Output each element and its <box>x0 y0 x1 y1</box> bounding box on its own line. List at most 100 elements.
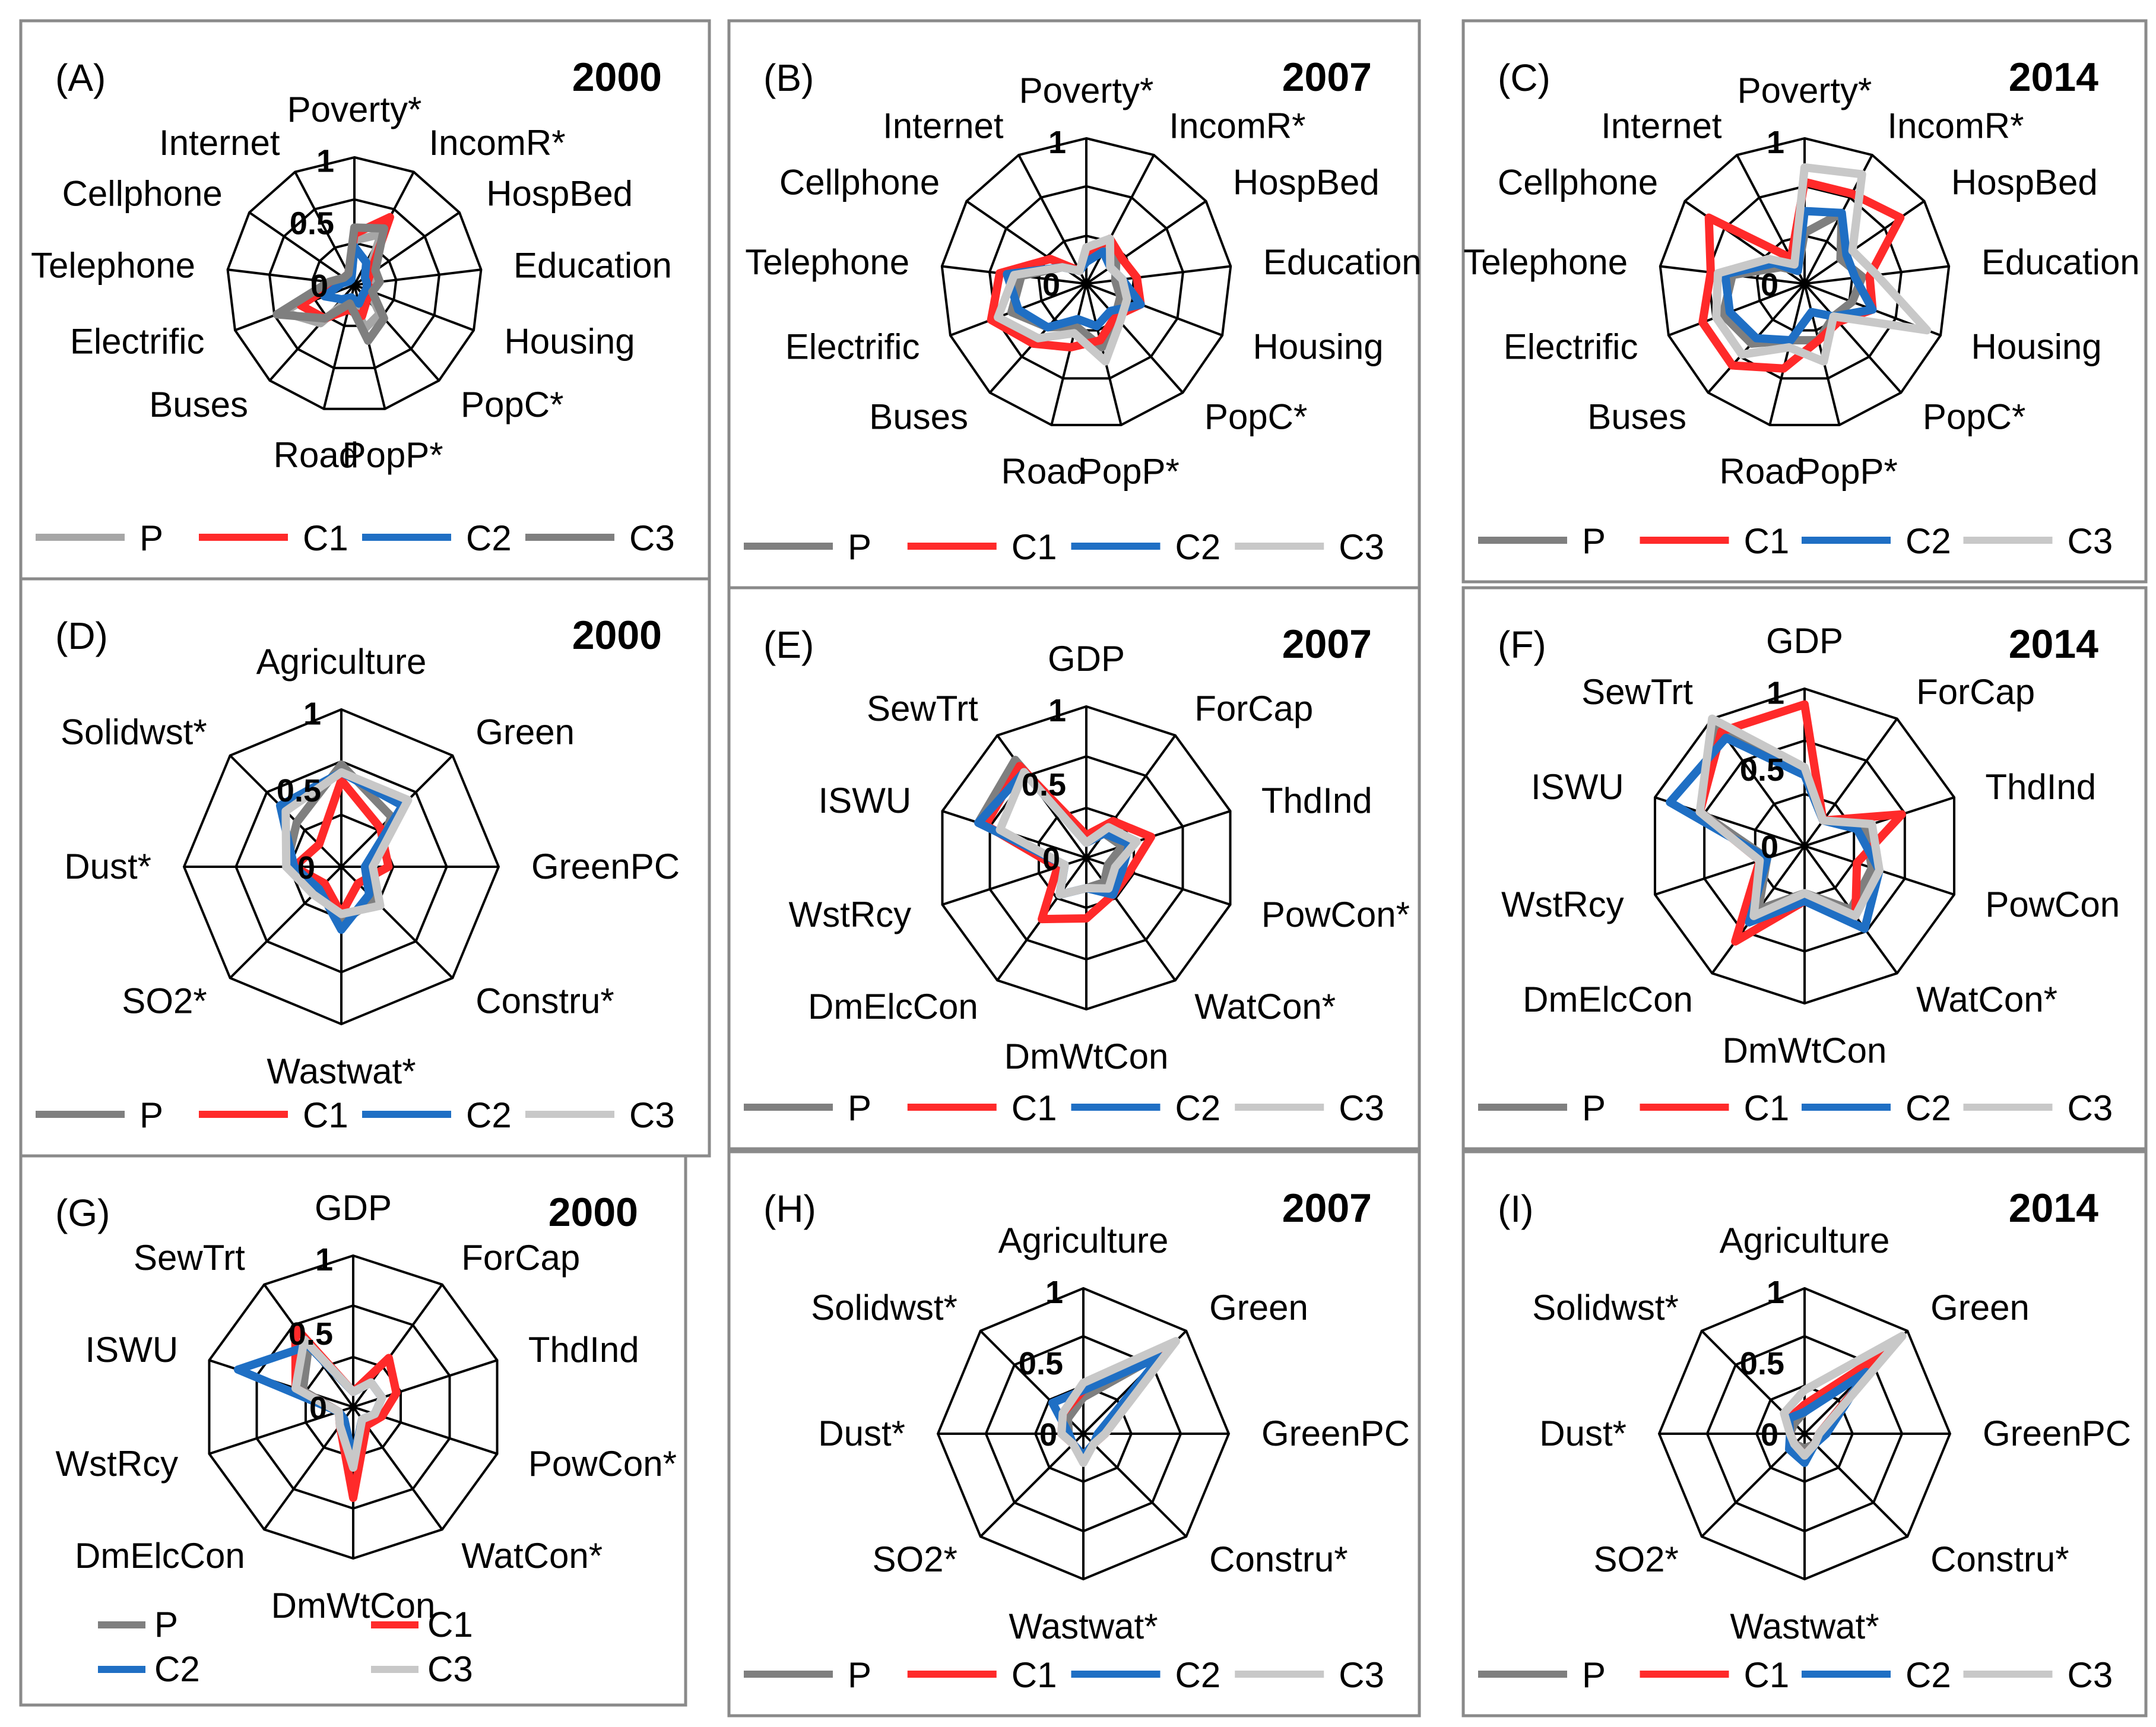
legend-label: C3 <box>2068 1655 2113 1695</box>
axis-label: Housing <box>504 322 635 362</box>
axis-spoke <box>1017 154 1087 284</box>
axis-label: Poverty* <box>1019 71 1154 110</box>
axis-label: DmElcCon <box>808 987 978 1026</box>
axis-label: Agriculture <box>998 1221 1169 1260</box>
series-c3-line <box>994 235 1131 366</box>
axis-label: Internet <box>1601 106 1722 145</box>
panel-year: 2000 <box>548 1190 638 1235</box>
axis-label: Electrific <box>1504 327 1638 366</box>
series-c3-line <box>1780 1332 1907 1460</box>
legend-label: C1 <box>1012 527 1057 567</box>
tick-label: 1 <box>1045 1275 1063 1310</box>
axis-label: Poverty* <box>1738 71 1872 110</box>
legend-label: C1 <box>1744 521 1790 561</box>
axis-label: Dust* <box>1539 1414 1626 1453</box>
axis-label: WstRcy <box>1501 885 1624 924</box>
grid-ring <box>1659 137 1951 426</box>
legend-label: C3 <box>2068 1088 2113 1128</box>
axis-label: Electrific <box>70 322 205 362</box>
panel-b: 0 1 Poverty* IncomR* HospBed Education Housing… <box>727 19 1422 590</box>
axis-label: PopP* <box>1797 451 1898 491</box>
axis-label: WstRcy <box>789 895 912 934</box>
legend-label: C1 <box>1744 1655 1790 1695</box>
axis-label: Agriculture <box>256 642 427 682</box>
tick-label: 1 <box>1048 693 1066 728</box>
axis-spoke <box>1086 810 1231 859</box>
legend-label: C3 <box>427 1649 473 1689</box>
axis-label: WatCon* <box>1194 987 1336 1026</box>
axis-label: GreenPC <box>1261 1414 1410 1453</box>
axis-label: Housing <box>1971 327 2102 366</box>
legend-label: C1 <box>303 518 348 558</box>
axis-label: Constru* <box>475 981 614 1021</box>
grid-ring <box>226 156 483 410</box>
tick-label: 0 <box>1039 1417 1057 1453</box>
axis-label: IncomR* <box>1169 106 1305 145</box>
axis-label: Internet <box>883 106 1004 145</box>
axis-label: Buses <box>869 397 968 437</box>
axis-label: ForCap <box>1916 672 2035 712</box>
panel-year: 2014 <box>2009 622 2098 667</box>
axis-label: PopP* <box>1079 451 1180 491</box>
legend-label: C2 <box>1905 521 1951 561</box>
tick-label: 0 <box>297 850 315 886</box>
panel-label: (G) <box>55 1192 110 1234</box>
legend-label: C3 <box>1339 527 1384 567</box>
axis-label: GreenPC <box>531 847 680 886</box>
axis-label: Green <box>1209 1288 1308 1327</box>
axis-label: DmWtCon <box>1723 1031 1887 1070</box>
tick-label: 0.5 <box>1022 767 1066 803</box>
panel-f: 0 0.5 1 GDP ForCap ThdInd PowCon WatCon* DmWtCon… <box>1461 586 2148 1151</box>
axis-label: DmElcCon <box>75 1536 245 1576</box>
panel-year: 2014 <box>2009 55 2098 100</box>
axis-label: DmWtCon <box>1004 1037 1169 1076</box>
legend-label: P <box>139 1095 163 1135</box>
tick-label: 1 <box>315 1242 333 1278</box>
series-c3-line <box>1695 714 1884 920</box>
legend-label: C2 <box>466 518 512 558</box>
axis-label: Cellphone <box>1498 163 1658 202</box>
legend-label: C2 <box>1905 1088 1951 1128</box>
tick-label: 0.5 <box>277 773 321 809</box>
axis-label: PopC* <box>1923 397 2025 437</box>
legend-label: C1 <box>1012 1655 1057 1695</box>
axis-label: Green <box>475 712 575 752</box>
panel-label: (B) <box>763 56 814 99</box>
legend-label: P <box>139 518 163 558</box>
series-c2-line <box>1721 207 1877 345</box>
axis-spoke <box>1050 283 1087 426</box>
tick-label: 0.5 <box>290 206 334 242</box>
axis-label: GDP <box>1048 639 1125 679</box>
legend-label: C2 <box>1175 527 1221 567</box>
series-c3-line <box>272 223 388 345</box>
axis-label: Dust* <box>64 847 151 886</box>
legend-label: P <box>848 1088 871 1128</box>
tick-label: 1 <box>1767 675 1784 711</box>
panel-g: 0 0.5 1 GDP ForCap ThdInd PowCon* WatCon* DmWtCo… <box>19 1154 687 1707</box>
axis-label: Wastwat* <box>267 1051 416 1091</box>
panel-year: 2007 <box>1282 622 1372 667</box>
axis-label: HospBed <box>486 174 633 214</box>
axis-label: PopP* <box>343 435 443 475</box>
axis-label: Green <box>1930 1288 2030 1327</box>
panel-label: (H) <box>763 1187 816 1230</box>
grid-ring <box>988 185 1184 380</box>
axis-spoke <box>294 171 356 286</box>
axis-spoke <box>208 1406 354 1455</box>
panel-frame <box>1461 19 2148 584</box>
panel-year: 2007 <box>1282 1186 1372 1231</box>
legend-label: P <box>1582 1655 1606 1695</box>
axis-label: Internet <box>159 123 280 163</box>
legend-label: C2 <box>1175 1655 1221 1695</box>
axis-label: Education <box>1981 242 2140 282</box>
axis-spoke <box>1803 283 1902 394</box>
axis-label: WatCon* <box>461 1536 603 1576</box>
axis-label: GDP <box>315 1188 392 1228</box>
tick-label: 1 <box>316 143 334 179</box>
axis-label: ThdInd <box>1261 781 1372 820</box>
grid-ring <box>311 241 398 327</box>
axis-label: Solidwst* <box>61 712 207 752</box>
series-c3-line <box>1057 1337 1180 1467</box>
axis-spoke <box>979 1433 1085 1538</box>
axis-label: Constru* <box>1930 1539 2069 1579</box>
